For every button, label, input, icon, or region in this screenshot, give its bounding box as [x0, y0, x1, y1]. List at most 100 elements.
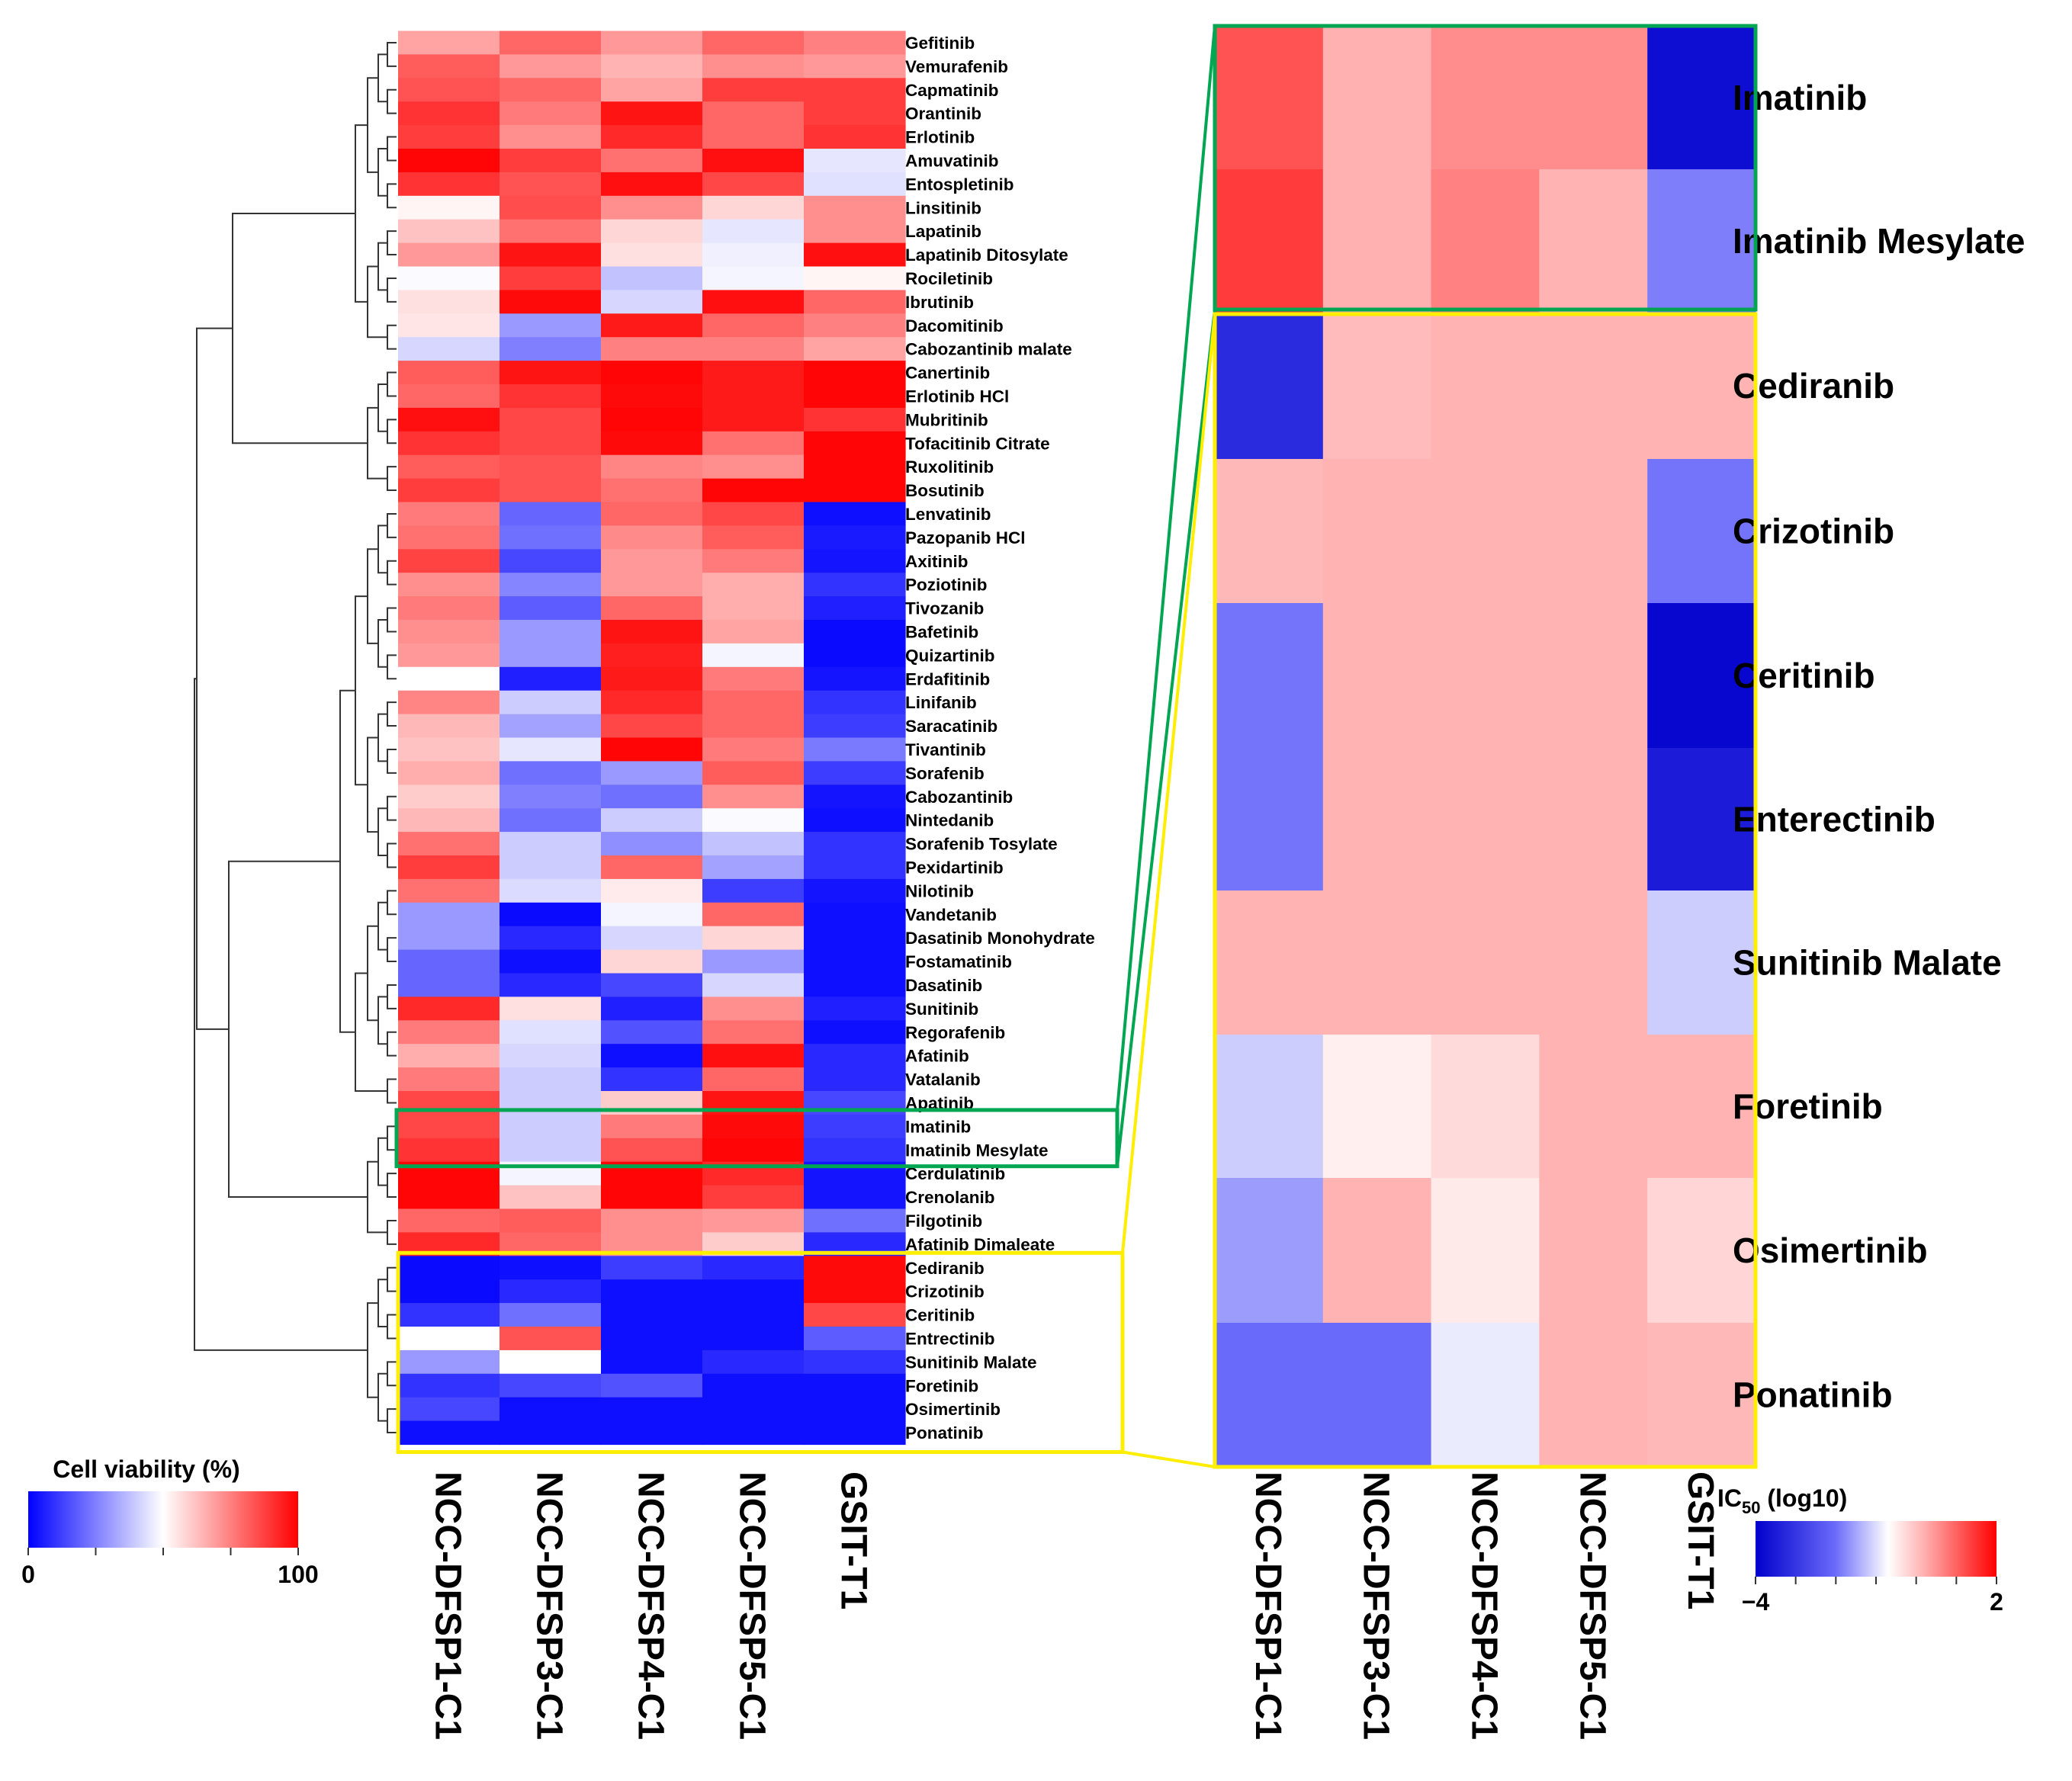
heatmap-cell — [804, 290, 906, 314]
heatmap-cell — [398, 1256, 500, 1280]
heatmap-cell — [601, 1349, 703, 1375]
heatmap-cell — [804, 219, 906, 244]
heatmap-cell — [804, 54, 906, 79]
heatmap-cell — [601, 1067, 703, 1092]
dendrogram-branch — [377, 383, 387, 432]
heatmap-cell — [500, 785, 602, 809]
heatmap-cell — [500, 1349, 602, 1375]
heatmap-cell — [804, 149, 906, 173]
heatmap-cell — [804, 1020, 906, 1045]
heatmap-cell — [601, 549, 703, 573]
heatmap-cell — [804, 1044, 906, 1068]
zoom-heatmap-cell — [1215, 1178, 1324, 1324]
zoom-column-label: GSIT-T1 — [1680, 1471, 1720, 1609]
heatmap-cell — [804, 431, 906, 456]
heatmap-cell — [601, 125, 703, 149]
row-label: Nintedanib — [905, 811, 994, 830]
zoom-row-label: Imatinib Mesylate — [1733, 221, 2025, 261]
row-label: Orantinib — [905, 104, 981, 124]
heatmap-cell — [398, 832, 500, 856]
dendrogram-branch — [367, 77, 378, 173]
heatmap-cell — [500, 1303, 602, 1327]
heatmap-cell — [500, 101, 602, 126]
heatmap-cell — [601, 1303, 703, 1327]
heatmap-cell — [500, 431, 602, 456]
heatmap-cell — [500, 926, 602, 951]
yellow-zoom-box — [1213, 312, 1758, 1469]
heatmap-cell — [500, 1208, 602, 1233]
heatmap-cell — [804, 596, 906, 621]
row-label: Entrectinib — [905, 1329, 995, 1348]
dendrogram-branch — [367, 1302, 378, 1398]
heatmap-cell — [500, 1397, 602, 1422]
dendrogram-branch — [377, 1279, 387, 1327]
heatmap-cell — [804, 30, 906, 55]
zoom-heatmap-cell — [1322, 459, 1432, 604]
heatmap-cell — [702, 1185, 805, 1210]
heatmap-cell — [500, 596, 602, 621]
heatmap-cell — [804, 384, 906, 409]
heatmap-cell — [702, 996, 805, 1021]
right-colorbar-max: 2 — [1990, 1588, 2003, 1616]
heatmap-cell — [601, 878, 703, 903]
row-label: Erlotinib — [905, 128, 975, 147]
heatmap-cell — [500, 30, 602, 55]
zoom-heatmap-cell — [1647, 603, 1756, 749]
heatmap-cell — [702, 761, 805, 785]
zoom-heatmap-cell — [1539, 169, 1648, 313]
zoom-heatmap-cell — [1322, 1178, 1432, 1324]
dendrogram-branch — [232, 212, 368, 444]
heatmap-cell — [398, 949, 500, 974]
dendrogram-branch — [355, 124, 368, 303]
heatmap-cell — [601, 761, 703, 785]
heatmap-cell — [804, 785, 906, 809]
heatmap-cell — [601, 1138, 703, 1163]
heatmap-cell — [601, 785, 703, 809]
right-colorbar-ticks — [1755, 1577, 1997, 1584]
zoom-row-label: Enterectinib — [1733, 800, 1935, 839]
heatmap-cell — [398, 1114, 500, 1139]
heatmap-cell — [702, 1020, 805, 1045]
heatmap-cell — [804, 1138, 906, 1163]
heatmap-cell — [398, 101, 500, 126]
heatmap-cell — [601, 478, 703, 503]
heatmap-cell — [804, 573, 906, 597]
heatmap-cell — [804, 172, 906, 197]
heatmap-cell — [398, 1373, 500, 1398]
heatmap-cell — [601, 973, 703, 997]
heatmap-cell — [398, 643, 500, 668]
heatmap-cell — [500, 996, 602, 1021]
zoom-row-label: Cediranib — [1733, 366, 1894, 406]
zoom-heatmap-cell — [1539, 459, 1648, 604]
heatmap-cell — [601, 620, 703, 644]
row-label: Imatinib — [905, 1117, 971, 1136]
heatmap-cell — [601, 1208, 703, 1233]
heatmap-cell — [500, 125, 602, 149]
green-connector-line — [1116, 309, 1216, 1166]
heatmap-cell — [804, 643, 906, 668]
zoom-heatmap-cell — [1431, 26, 1540, 170]
heatmap-cell — [702, 1279, 805, 1304]
zoom-heatmap-cell — [1215, 1323, 1324, 1468]
heatmap-cell — [398, 666, 500, 692]
dendrogram-branch — [228, 860, 368, 1199]
heatmap-cell — [398, 125, 500, 149]
heatmap-cell — [804, 1185, 906, 1210]
heatmap-cell — [804, 1420, 906, 1446]
heatmap-cell — [702, 926, 805, 951]
heatmap-cell — [804, 761, 906, 785]
dendrogram-branch — [387, 88, 397, 114]
heatmap-cell — [702, 242, 805, 268]
zoom-heatmap-cell — [1539, 313, 1648, 460]
heatmap-cell — [398, 78, 500, 102]
heatmap-cell — [500, 78, 602, 102]
zoom-heatmap-cell — [1215, 26, 1324, 170]
heatmap-cell — [702, 1114, 805, 1139]
heatmap-cell — [702, 407, 805, 432]
zoom-heatmap-cell — [1539, 603, 1648, 749]
heatmap-cell — [601, 172, 703, 197]
heatmap-cell — [601, 996, 703, 1021]
right-colorbar: IC50 (log10) −4 2 — [1717, 1484, 2003, 1616]
row-label: Fostamatinib — [905, 952, 1012, 971]
